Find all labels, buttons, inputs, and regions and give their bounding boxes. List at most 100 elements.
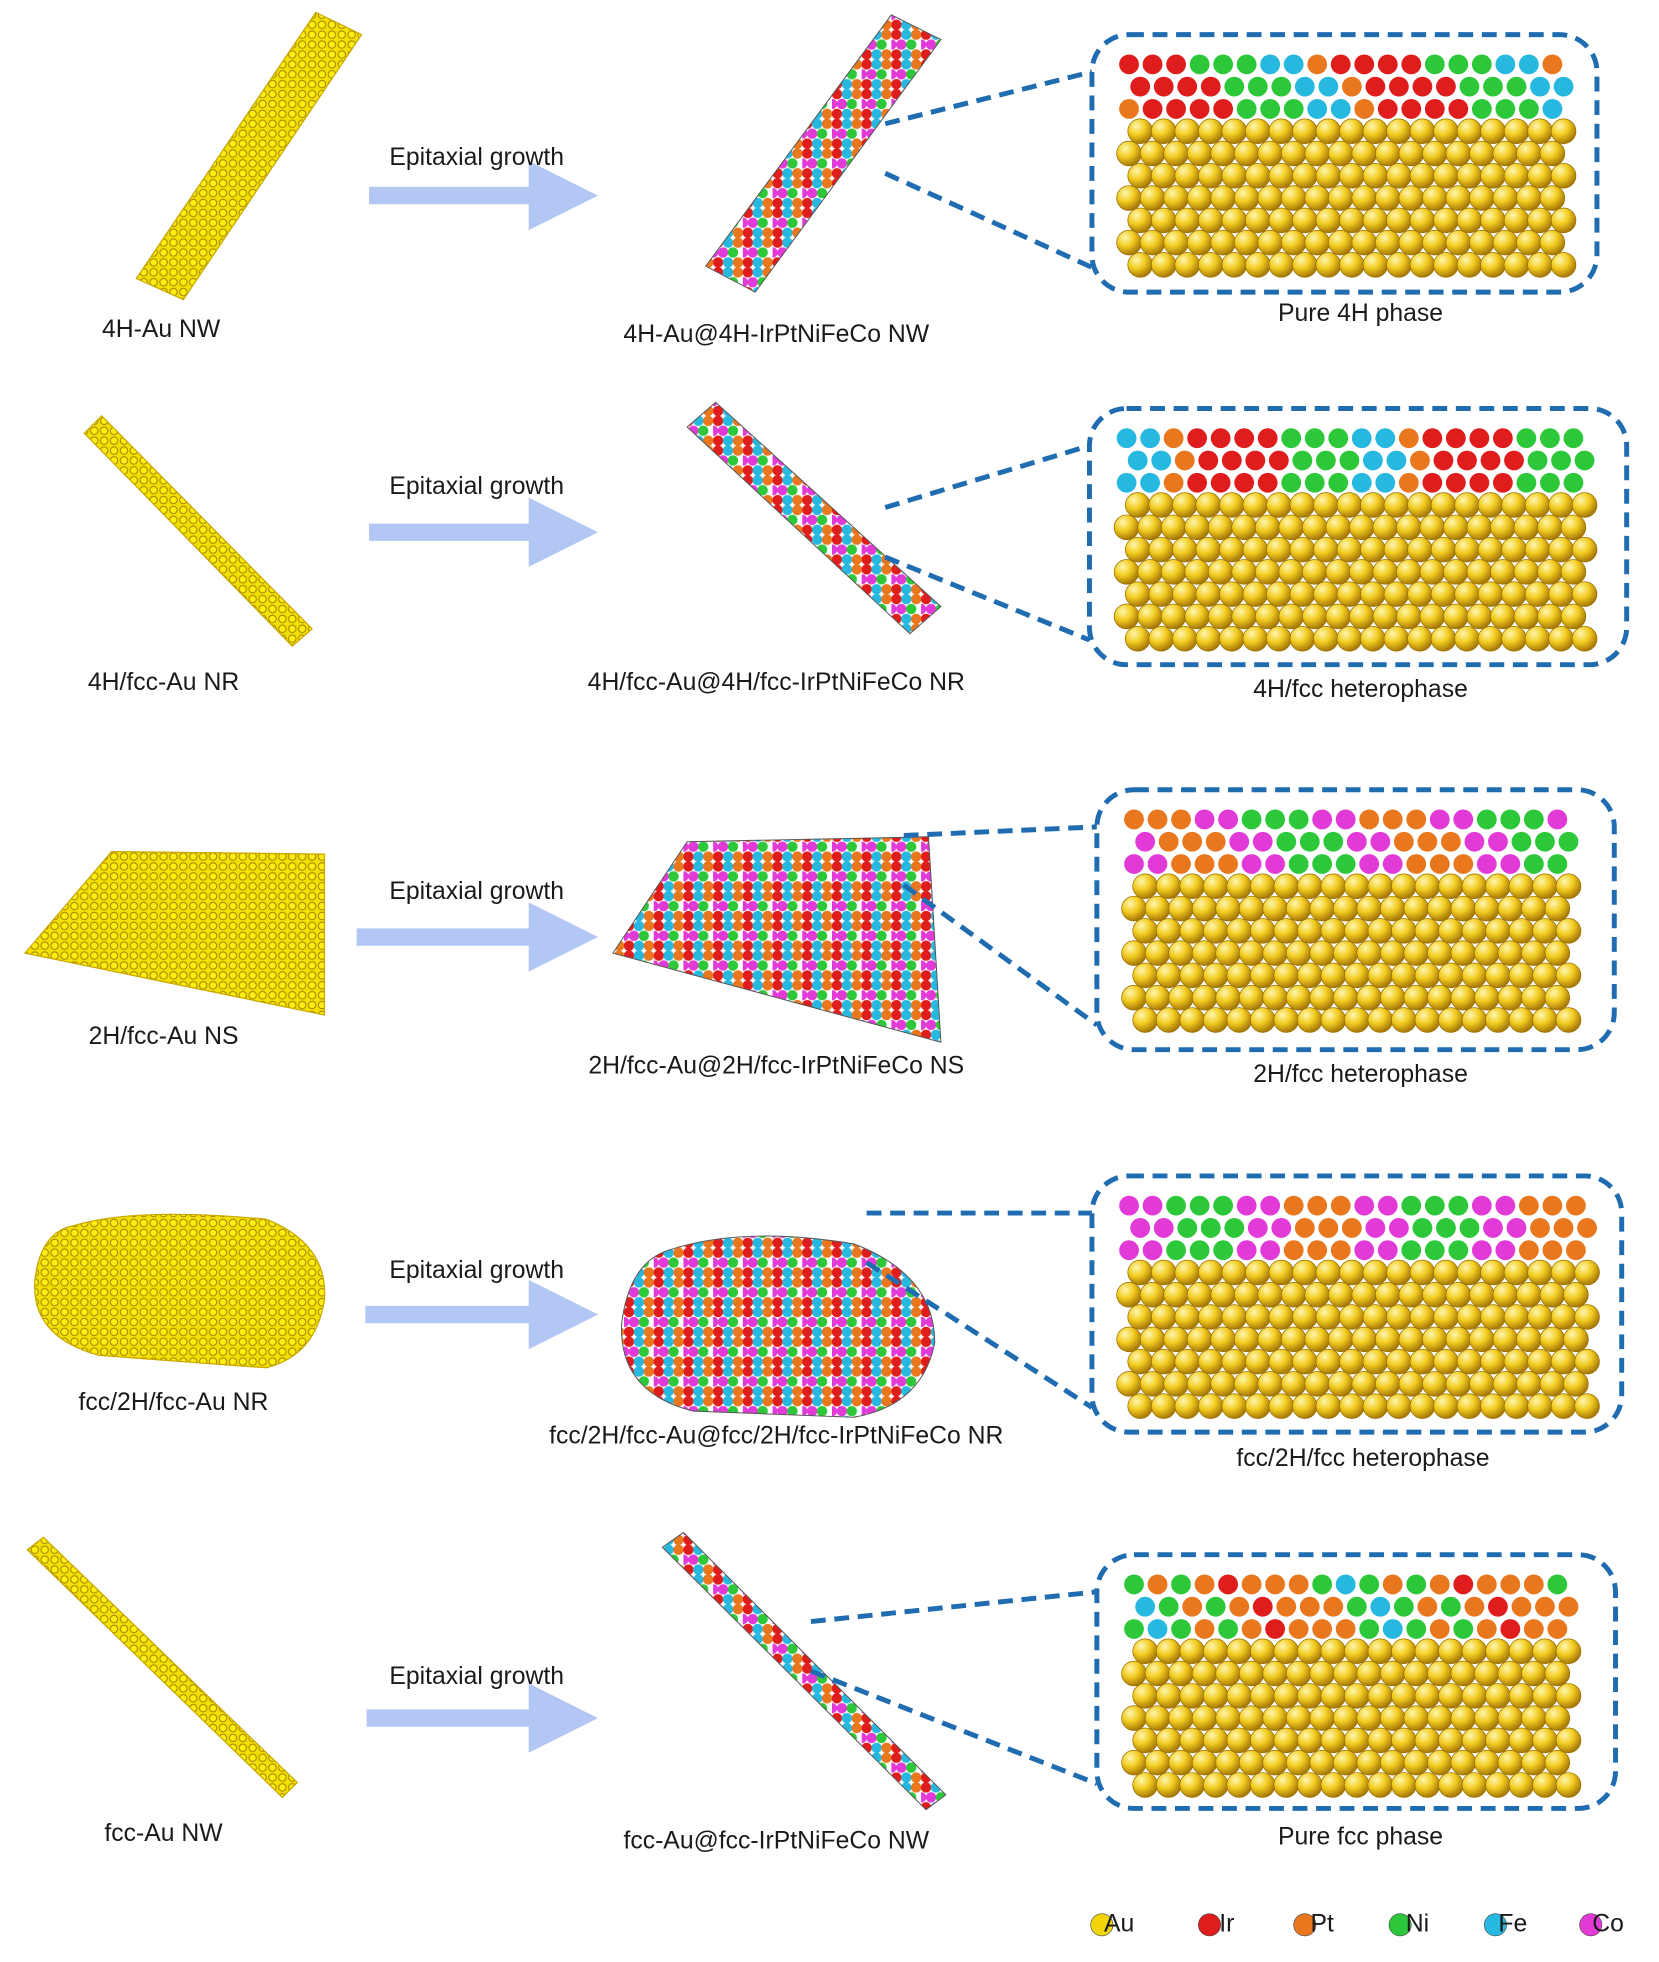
gold-atom: [1503, 1393, 1530, 1419]
gold-atom: [1477, 536, 1504, 563]
gold-atom: [1548, 625, 1574, 652]
gold-atom: [1327, 1282, 1354, 1308]
gold-atom: [1539, 1326, 1566, 1353]
gold-atom: [1174, 163, 1200, 189]
gold-atom: [1233, 185, 1260, 211]
alloy-atom: [1542, 99, 1563, 119]
gold-atom: [1503, 1304, 1530, 1330]
gold-atom: [1315, 252, 1342, 278]
gold-atom: [1315, 1348, 1342, 1375]
alloy-atom: [1488, 831, 1508, 852]
gold-atom: [1202, 1772, 1229, 1798]
gold-atom: [1249, 918, 1276, 944]
gold-atom: [1527, 1393, 1553, 1419]
alloy-atom: [1166, 1195, 1186, 1216]
alloy-atom: [1464, 1596, 1485, 1617]
alloy-atom: [1221, 450, 1242, 471]
gold-atom: [1414, 962, 1441, 989]
gold-atom: [1550, 118, 1577, 144]
product-label: 4H/fcc-Au@4H/fcc-IrPtNiFeCo NR: [588, 669, 965, 696]
gold-atom: [1537, 514, 1563, 541]
gold-atom: [1409, 163, 1436, 189]
gold-atom: [1132, 918, 1158, 944]
alloy-atom: [1210, 428, 1231, 449]
gold-atom: [1403, 895, 1429, 922]
phase-label: Pure 4H phase: [1278, 300, 1443, 327]
gold-atom: [1539, 185, 1566, 211]
gold-atom: [1367, 1007, 1394, 1033]
alloy-atom: [1382, 809, 1403, 830]
gold-atom: [1219, 536, 1245, 563]
gold-atom: [1409, 252, 1436, 278]
gold-atom: [1360, 581, 1386, 607]
phase-label: 2H/fcc heterophase: [1253, 1061, 1468, 1088]
alloy-atom: [1182, 831, 1203, 852]
gold-atom: [1144, 1705, 1171, 1731]
gold-atom: [1148, 581, 1174, 607]
gold-atom: [1174, 1393, 1200, 1419]
gold-atom: [1461, 918, 1488, 944]
alloy-atom: [1119, 1240, 1139, 1261]
alloy-atom: [1323, 1596, 1344, 1617]
alloy-atom: [1459, 1218, 1480, 1238]
gold-atom: [1386, 163, 1412, 189]
gold-atom: [1179, 1727, 1205, 1754]
gold-atom: [1124, 492, 1151, 518]
alloy-atom: [1476, 854, 1497, 874]
gold-atom: [1490, 603, 1516, 630]
gold-atom: [1155, 1683, 1182, 1709]
alloy-atom: [1247, 1218, 1268, 1238]
gold-atom: [1219, 625, 1245, 652]
gold-atom: [1174, 118, 1200, 144]
gold-atom: [1426, 1660, 1453, 1687]
gold-atom: [1150, 1393, 1177, 1419]
gold-atom: [1516, 1326, 1542, 1353]
alloy-atom: [1429, 809, 1450, 830]
gold-atom: [1231, 603, 1257, 630]
gold-atom: [1198, 1393, 1224, 1419]
alloy-atom: [1401, 1240, 1422, 1261]
gold-atom: [1527, 118, 1553, 144]
gold-atom: [1127, 207, 1153, 234]
gold-atom: [1221, 1304, 1248, 1330]
gold-atom: [1356, 1705, 1382, 1731]
alloy-atom: [1542, 1195, 1563, 1216]
gold-atom: [1360, 536, 1386, 563]
gold-atom: [1339, 1393, 1365, 1419]
legend-swatch: [1579, 1913, 1603, 1937]
alloy-atom: [1194, 1619, 1215, 1639]
gold-atom: [1186, 229, 1213, 256]
gold-atom: [1339, 207, 1365, 234]
alloy-atom: [1359, 809, 1380, 830]
gold-atom: [1273, 1727, 1300, 1754]
gold-atom: [1297, 918, 1323, 944]
gold-atom: [1544, 1660, 1571, 1687]
gold-atom: [1233, 1282, 1260, 1308]
gold-atom: [1327, 140, 1354, 167]
alloy-atom: [1335, 1574, 1356, 1595]
gold-atom: [1344, 1772, 1370, 1798]
gold-atom: [1438, 873, 1464, 900]
gold-atom: [1480, 1304, 1506, 1330]
gold-atom: [1466, 514, 1493, 541]
gold-atom: [1501, 492, 1527, 518]
gold-atom: [1238, 1749, 1265, 1776]
gold-atom: [1430, 492, 1457, 518]
gold-atom: [1186, 1326, 1213, 1353]
gold-atom: [1238, 1705, 1265, 1731]
gold-atom: [1172, 492, 1198, 518]
gold-atom: [1485, 1638, 1511, 1665]
gold-atom: [1527, 163, 1553, 189]
gold-atom: [1336, 625, 1363, 652]
gold-atom: [1163, 229, 1189, 256]
gold-atom: [1280, 140, 1307, 167]
gold-atom: [1550, 1304, 1577, 1330]
gold-atom: [1242, 581, 1269, 607]
alloy-atom: [1135, 831, 1156, 852]
alloy-atom: [1335, 854, 1356, 874]
alloy-atom: [1236, 99, 1257, 119]
gold-atom: [1396, 514, 1422, 541]
gold-atom: [1268, 1348, 1295, 1375]
gold-atom: [1379, 940, 1406, 966]
gold-atom: [1132, 1007, 1158, 1033]
